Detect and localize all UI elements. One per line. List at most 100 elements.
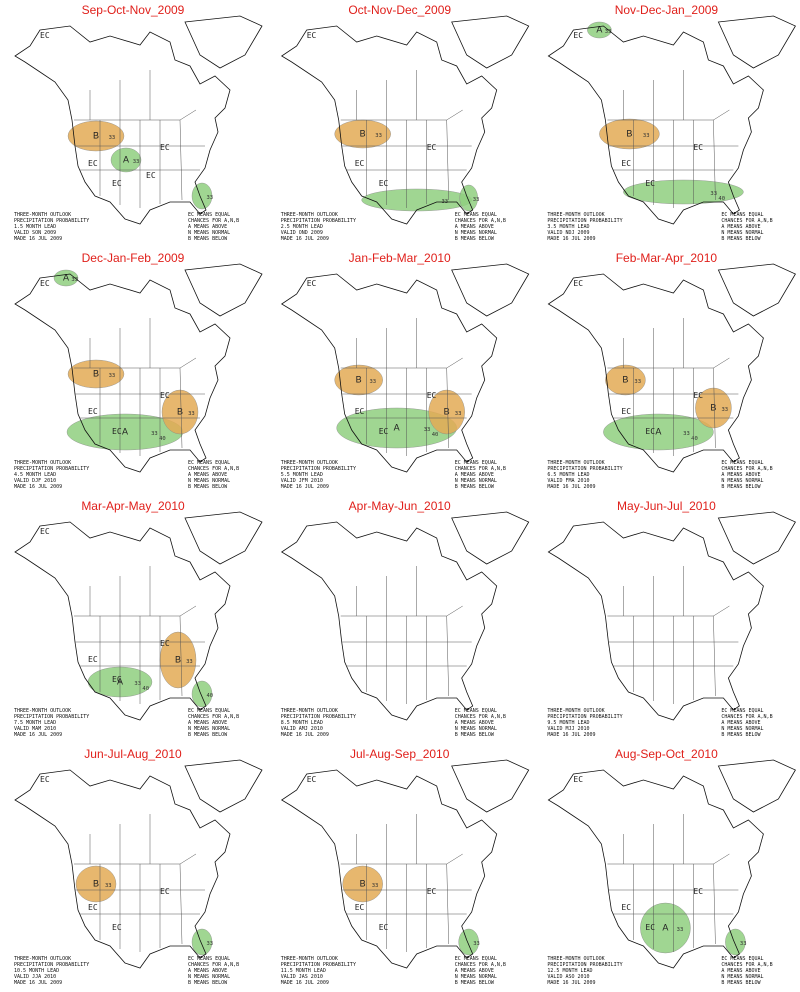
ec-label: EC	[40, 31, 50, 40]
key-line: N MEANS NORMAL	[188, 230, 230, 236]
ec-label: EC	[307, 279, 317, 288]
ec-label: EC	[621, 407, 631, 416]
contour-label: 33	[133, 159, 140, 165]
key-line: CHANCES FOR A,N,B	[188, 962, 239, 968]
region-category: B	[177, 406, 183, 416]
legend-line: THREE-MONTH OUTLOOK	[14, 956, 71, 962]
legend-line: 7.5 MONTH LEAD	[14, 720, 56, 726]
legend-line: VALID NDJ 2009	[547, 230, 589, 236]
key-line: EC MEANS EQUAL	[721, 460, 763, 466]
key-line: B MEANS BELOW	[455, 732, 495, 738]
map-panel: May-Jun-Jul_2010 THREE-MONTH OUTLOOKPRECI…	[547, 499, 796, 738]
region-category: A	[63, 272, 69, 282]
ec-label: EC	[40, 775, 50, 784]
contour-label: 33	[109, 373, 116, 379]
contour-label: 40	[159, 436, 166, 442]
legend-line: VALID SON 2009	[14, 230, 56, 236]
key-line: N MEANS NORMAL	[455, 974, 497, 980]
contour-label: 40	[691, 436, 698, 442]
ec-label: EC	[160, 391, 170, 400]
key-line: A MEANS ABOVE	[721, 224, 760, 230]
ec-label: EC	[112, 675, 122, 684]
probability-region	[67, 359, 125, 389]
region-category: B	[626, 128, 632, 138]
key-line: CHANCES FOR A,N,B	[455, 714, 506, 720]
legend-line: VALID FMA 2010	[547, 478, 589, 484]
legend-line: PRECIPITATION PROBABILITY	[281, 962, 356, 968]
key-line: CHANCES FOR A,N,B	[721, 466, 772, 472]
key-line: EC MEANS EQUAL	[188, 212, 230, 218]
probability-region	[191, 680, 213, 708]
legend-line: VALID JAS 2010	[281, 974, 323, 980]
region-category: B	[93, 878, 99, 888]
key-line: CHANCES FOR A,N,B	[188, 218, 239, 224]
legend-line: THREE-MONTH OUTLOOK	[547, 212, 604, 218]
contour-label: 33	[424, 427, 431, 433]
legend-line: THREE-MONTH OUTLOOK	[547, 460, 604, 466]
legend-line: 12.5 MONTH LEAD	[547, 968, 592, 974]
key-line: EC MEANS EQUAL	[721, 956, 763, 962]
probability-region	[191, 928, 213, 956]
contour-label: 33	[109, 135, 116, 141]
legend-line: 6.5 MONTH LEAD	[547, 472, 589, 478]
ec-label: EC	[379, 427, 389, 436]
base-map	[14, 15, 263, 225]
legend-line: THREE-MONTH OUTLOOK	[547, 708, 604, 714]
legend-line: MADE 16 JUL 2009	[14, 236, 62, 242]
ec-label: EC	[88, 903, 98, 912]
panel-title: Nov-Dec-Jan_2009	[615, 3, 719, 17]
legend-line: MADE 16 JUL 2009	[14, 732, 62, 738]
key-line: A MEANS ABOVE	[721, 968, 760, 974]
probability-region	[334, 364, 383, 396]
ec-label: EC	[645, 427, 655, 436]
legend-line: THREE-MONTH OUTLOOK	[547, 956, 604, 962]
legend-line: PRECIPITATION PROBABILITY	[547, 962, 622, 968]
key-line: CHANCES FOR A,N,B	[188, 466, 239, 472]
contour-label: 40	[207, 693, 214, 699]
key-line: CHANCES FOR A,N,B	[455, 962, 506, 968]
key-line: A MEANS ABOVE	[455, 968, 494, 974]
probability-region	[191, 182, 213, 210]
key-line: B MEANS BELOW	[188, 732, 228, 738]
legend-line: 1.5 MONTH LEAD	[14, 224, 56, 230]
panel-title: Feb-Mar-Apr_2010	[616, 251, 718, 265]
key-line: CHANCES FOR A,N,B	[721, 714, 772, 720]
legend-line: MADE 16 JUL 2009	[281, 732, 329, 738]
legend-line: MADE 16 JUL 2009	[281, 484, 329, 490]
legend-line: THREE-MONTH OUTLOOK	[281, 708, 338, 714]
ec-label: EC	[355, 407, 365, 416]
key-line: EC MEANS EQUAL	[455, 212, 497, 218]
contour-label: 33	[643, 133, 650, 139]
probability-region	[623, 179, 744, 205]
contour-label: 33	[188, 411, 195, 417]
contour-label: 33	[710, 191, 717, 197]
ec-label: EC	[427, 887, 437, 896]
key-line: A MEANS ABOVE	[188, 968, 227, 974]
legend-line: 4.5 MONTH LEAD	[14, 472, 56, 478]
legend-line: PRECIPITATION PROBABILITY	[14, 962, 89, 968]
legend-line: THREE-MONTH OUTLOOK	[281, 212, 338, 218]
key-line: A MEANS ABOVE	[188, 224, 227, 230]
ec-label: EC	[160, 639, 170, 648]
region-category: A	[655, 426, 661, 436]
legend-line: 8.5 MONTH LEAD	[281, 720, 323, 726]
map-panel: Apr-May-Jun_2010 THREE-MONTH OUTLOOKPRECI…	[281, 499, 530, 738]
legend-line: PRECIPITATION PROBABILITY	[281, 466, 356, 472]
key-line: N MEANS NORMAL	[188, 974, 230, 980]
ec-label: EC	[645, 923, 655, 932]
key-line: B MEANS BELOW	[188, 236, 228, 242]
key-line: B MEANS BELOW	[188, 980, 228, 986]
key-line: N MEANS NORMAL	[721, 974, 763, 980]
legend-line: 5.5 MONTH LEAD	[281, 472, 323, 478]
ec-label: EC	[621, 903, 631, 912]
contour-label: 33	[375, 133, 382, 139]
probability-region	[459, 184, 478, 212]
key-line: N MEANS NORMAL	[455, 230, 497, 236]
panel-title: Dec-Jan-Feb_2009	[82, 251, 185, 265]
legend-line: VALID JFM 2010	[281, 478, 323, 484]
key-line: N MEANS NORMAL	[455, 478, 497, 484]
map-panel: Jul-Aug-Sep_2010 B 33 33 EC EC EC EC THREE-MONTH…	[281, 747, 530, 986]
panel-title: Mar-Apr-May_2010	[81, 499, 185, 513]
